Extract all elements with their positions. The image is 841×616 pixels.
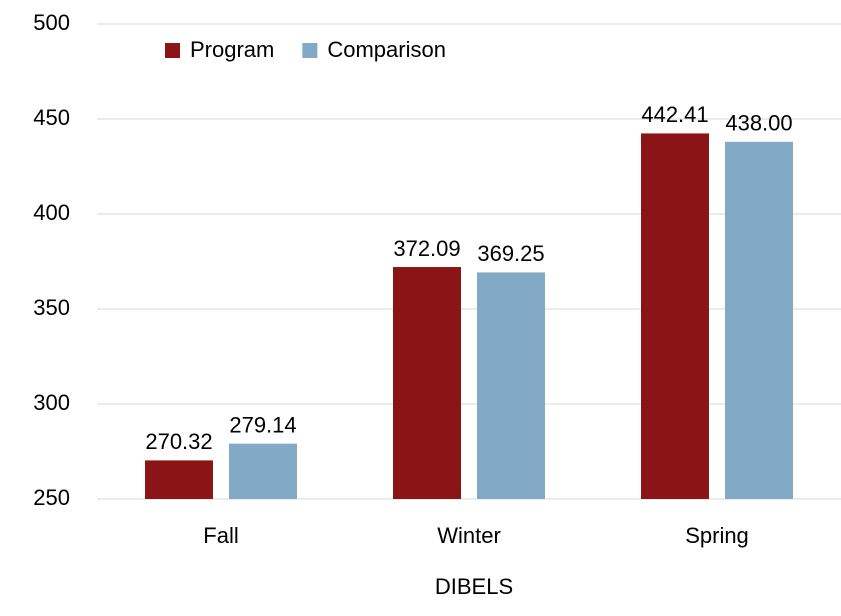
x-tick-label: Winter bbox=[437, 523, 501, 548]
y-tick-label: 300 bbox=[33, 390, 70, 415]
bar bbox=[229, 443, 297, 499]
x-tick-label: Spring bbox=[685, 523, 749, 548]
data-label: 438.00 bbox=[725, 111, 792, 136]
data-label: 372.09 bbox=[393, 236, 460, 261]
y-tick-label: 500 bbox=[33, 10, 70, 35]
data-label: 270.32 bbox=[145, 429, 212, 454]
y-tick-label: 450 bbox=[33, 105, 70, 130]
x-axis-label: DIBELS bbox=[435, 574, 513, 599]
bar bbox=[477, 272, 545, 499]
x-tick-label: Fall bbox=[203, 523, 238, 548]
data-label: 279.14 bbox=[229, 412, 296, 437]
y-tick-label: 250 bbox=[33, 485, 70, 510]
legend-label: Comparison bbox=[327, 37, 446, 62]
data-label: 369.25 bbox=[477, 241, 544, 266]
y-tick-label: 350 bbox=[33, 295, 70, 320]
y-tick-label: 400 bbox=[33, 200, 70, 225]
legend-swatch bbox=[165, 43, 180, 58]
bar bbox=[725, 141, 793, 500]
legend-label: Program bbox=[190, 37, 274, 62]
data-label: 442.41 bbox=[641, 102, 708, 127]
bar bbox=[145, 460, 213, 499]
bar bbox=[641, 133, 709, 499]
legend-swatch bbox=[302, 43, 318, 58]
bar bbox=[393, 267, 461, 499]
